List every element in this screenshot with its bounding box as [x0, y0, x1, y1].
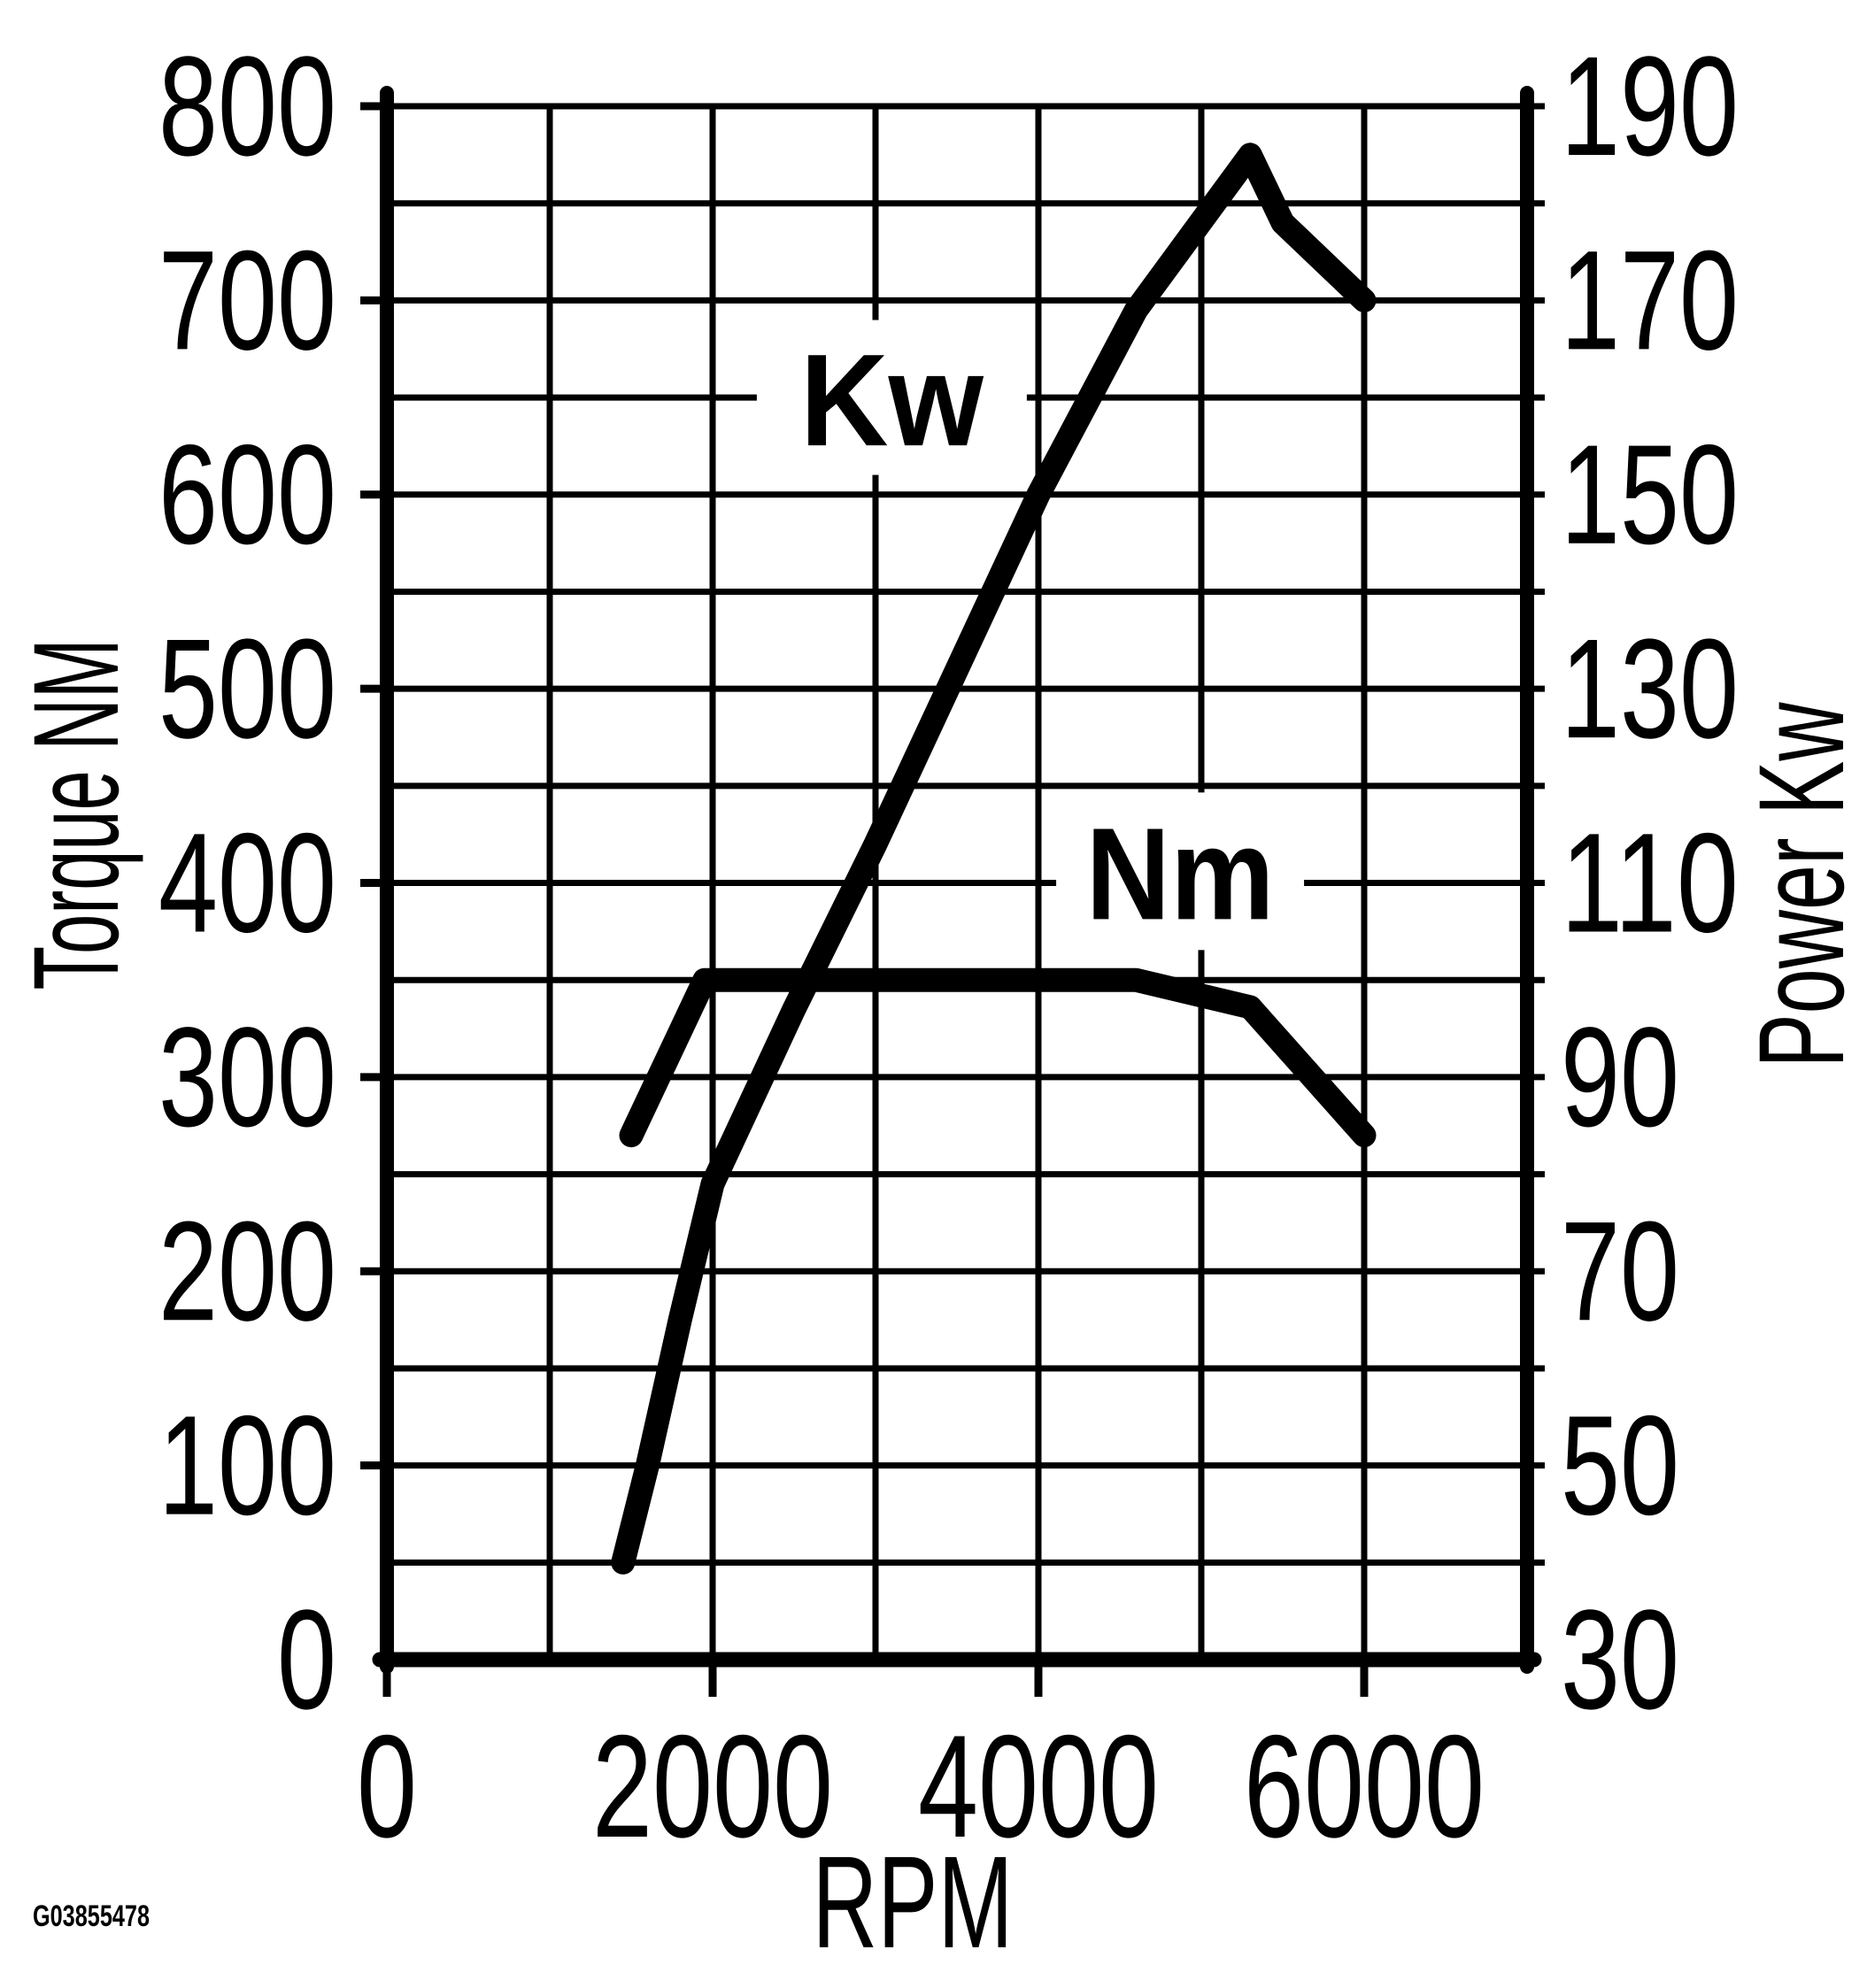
nm-curve [619, 967, 1377, 1148]
axes [372, 86, 1542, 1674]
watermark: G03855478 [33, 1899, 150, 1933]
y-left-tick-label: 300 [158, 998, 336, 1156]
y-left-tick-label: 100 [158, 1386, 336, 1545]
nm-curve-label: Nm [1086, 801, 1275, 947]
y-right-tick-label: 150 [1561, 415, 1739, 574]
x-tick-label: 4000 [918, 1705, 1159, 1868]
kw-label-mask [756, 320, 1027, 475]
y-left-tick-label: 500 [158, 609, 336, 767]
y-right-tick-label: 190 [1561, 27, 1739, 185]
right-axis-title: Power Kw [1734, 702, 1867, 1068]
left-axis-title: Torque NM [9, 639, 144, 990]
y-right-tick-label: 110 [1561, 804, 1739, 962]
y-left-tick-label: 800 [158, 27, 336, 185]
tick-labels: 8007006005004003002001000190170150130110… [158, 27, 1739, 1868]
x-tick-label: 2000 [592, 1705, 833, 1868]
y-right-tick-label: 30 [1561, 1580, 1679, 1738]
curves [611, 143, 1377, 1575]
kw-curve [611, 143, 1377, 1575]
y-right-tick-label: 70 [1561, 1191, 1679, 1350]
y-left-tick-label: 400 [158, 804, 336, 962]
x-tick-label: 0 [357, 1705, 417, 1868]
y-right-tick-label: 50 [1561, 1386, 1679, 1545]
nm-label-mask [1056, 792, 1305, 951]
curve-label-masks [756, 320, 1305, 951]
y-left-tick-label: 700 [158, 220, 336, 379]
x-axis-title: RPM [813, 1830, 1014, 1976]
y-left-tick-label: 200 [158, 1191, 336, 1350]
y-right-tick-label: 90 [1561, 998, 1679, 1156]
y-left-tick-label: 0 [277, 1580, 336, 1738]
x-tick-label: 6000 [1244, 1705, 1485, 1868]
y-right-tick-label: 130 [1561, 609, 1739, 767]
y-right-tick-label: 170 [1561, 220, 1739, 379]
y-left-tick-label: 600 [158, 415, 336, 574]
kw-curve-label: Kw [800, 327, 984, 474]
